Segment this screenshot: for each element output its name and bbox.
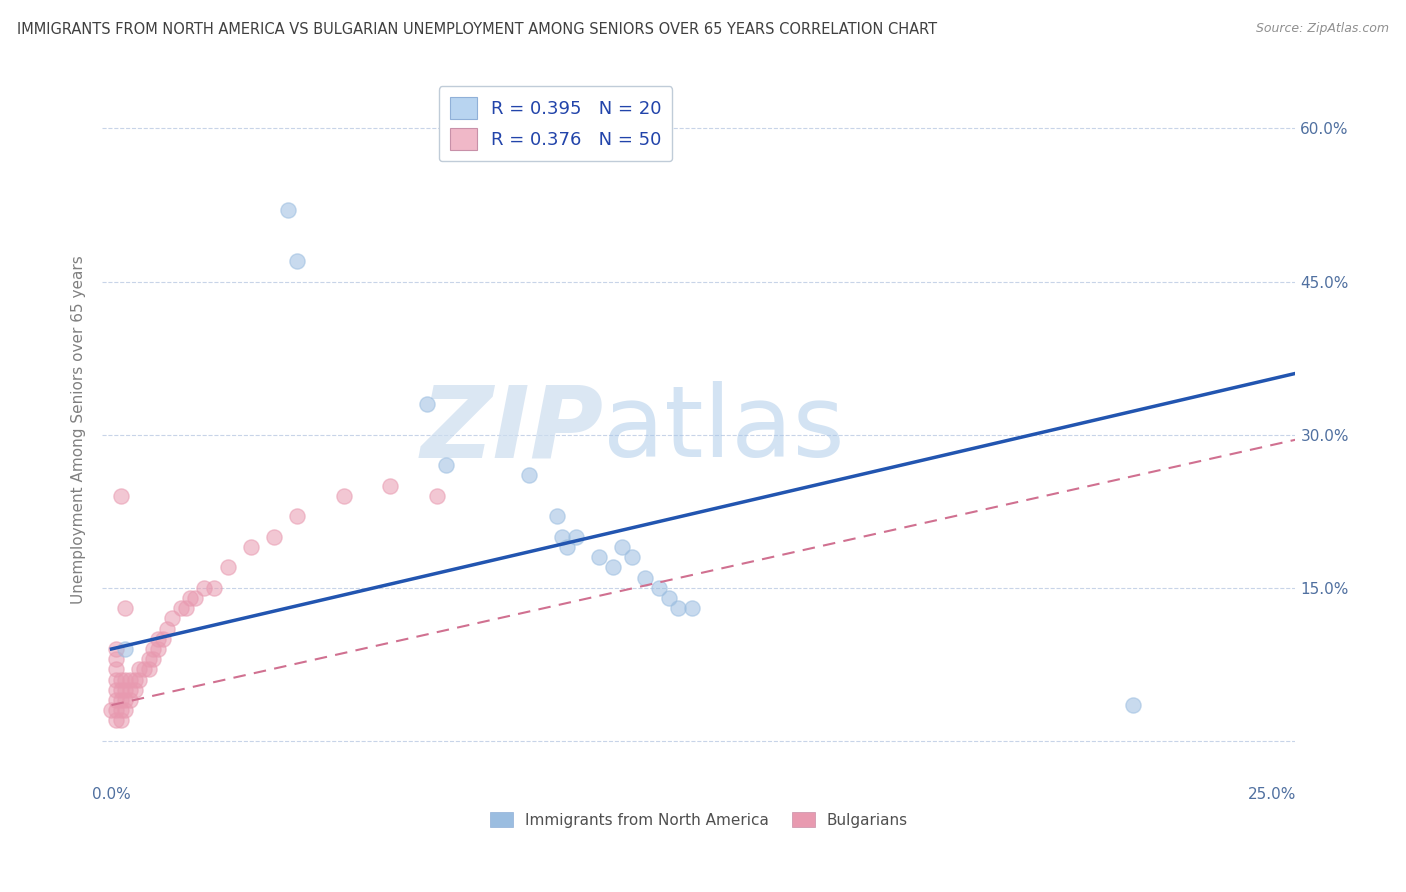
Point bbox=[648, 581, 671, 595]
Point bbox=[519, 468, 541, 483]
Point bbox=[105, 693, 128, 707]
Point bbox=[120, 693, 142, 707]
Point bbox=[110, 489, 132, 503]
Point bbox=[285, 509, 308, 524]
Point bbox=[658, 591, 681, 605]
Point bbox=[425, 489, 447, 503]
Point bbox=[666, 601, 689, 615]
Point bbox=[174, 601, 197, 615]
Point bbox=[132, 662, 155, 676]
Point bbox=[217, 560, 239, 574]
Point bbox=[105, 703, 128, 717]
Point bbox=[160, 611, 183, 625]
Point bbox=[193, 581, 215, 595]
Point bbox=[138, 652, 160, 666]
Point bbox=[546, 509, 568, 524]
Point bbox=[184, 591, 207, 605]
Point bbox=[114, 682, 136, 697]
Point bbox=[277, 203, 299, 218]
Point bbox=[146, 642, 169, 657]
Point bbox=[179, 591, 201, 605]
Point bbox=[285, 254, 308, 268]
Point bbox=[142, 642, 165, 657]
Point bbox=[620, 550, 643, 565]
Point bbox=[110, 703, 132, 717]
Point bbox=[114, 642, 136, 657]
Point bbox=[1122, 698, 1144, 712]
Point bbox=[110, 693, 132, 707]
Point bbox=[332, 489, 354, 503]
Text: atlas: atlas bbox=[603, 381, 845, 478]
Point bbox=[105, 652, 128, 666]
Point bbox=[170, 601, 193, 615]
Point bbox=[612, 540, 634, 554]
Point bbox=[602, 560, 624, 574]
Text: ZIP: ZIP bbox=[420, 381, 603, 478]
Point bbox=[138, 662, 160, 676]
Point bbox=[551, 530, 574, 544]
Point bbox=[100, 703, 122, 717]
Point bbox=[565, 530, 588, 544]
Point bbox=[634, 570, 657, 584]
Point bbox=[105, 714, 128, 728]
Point bbox=[114, 693, 136, 707]
Point bbox=[120, 682, 142, 697]
Point bbox=[110, 682, 132, 697]
Point bbox=[681, 601, 703, 615]
Point bbox=[110, 673, 132, 687]
Point bbox=[124, 673, 146, 687]
Point bbox=[105, 642, 128, 657]
Legend: Immigrants from North America, Bulgarians: Immigrants from North America, Bulgarian… bbox=[484, 805, 914, 834]
Point bbox=[152, 632, 174, 646]
Point bbox=[114, 673, 136, 687]
Point bbox=[156, 622, 179, 636]
Point bbox=[202, 581, 225, 595]
Point bbox=[110, 714, 132, 728]
Point bbox=[114, 601, 136, 615]
Point bbox=[114, 703, 136, 717]
Point bbox=[128, 662, 150, 676]
Point bbox=[239, 540, 262, 554]
Point bbox=[263, 530, 285, 544]
Y-axis label: Unemployment Among Seniors over 65 years: Unemployment Among Seniors over 65 years bbox=[72, 255, 86, 604]
Point bbox=[555, 540, 578, 554]
Point bbox=[128, 673, 150, 687]
Text: Source: ZipAtlas.com: Source: ZipAtlas.com bbox=[1256, 22, 1389, 36]
Point bbox=[378, 478, 401, 492]
Point bbox=[588, 550, 610, 565]
Point bbox=[146, 632, 169, 646]
Text: IMMIGRANTS FROM NORTH AMERICA VS BULGARIAN UNEMPLOYMENT AMONG SENIORS OVER 65 YE: IMMIGRANTS FROM NORTH AMERICA VS BULGARI… bbox=[17, 22, 936, 37]
Point bbox=[105, 673, 128, 687]
Point bbox=[142, 652, 165, 666]
Point bbox=[416, 397, 439, 411]
Point bbox=[120, 673, 142, 687]
Point bbox=[105, 682, 128, 697]
Point bbox=[434, 458, 457, 473]
Point bbox=[124, 682, 146, 697]
Point bbox=[105, 662, 128, 676]
